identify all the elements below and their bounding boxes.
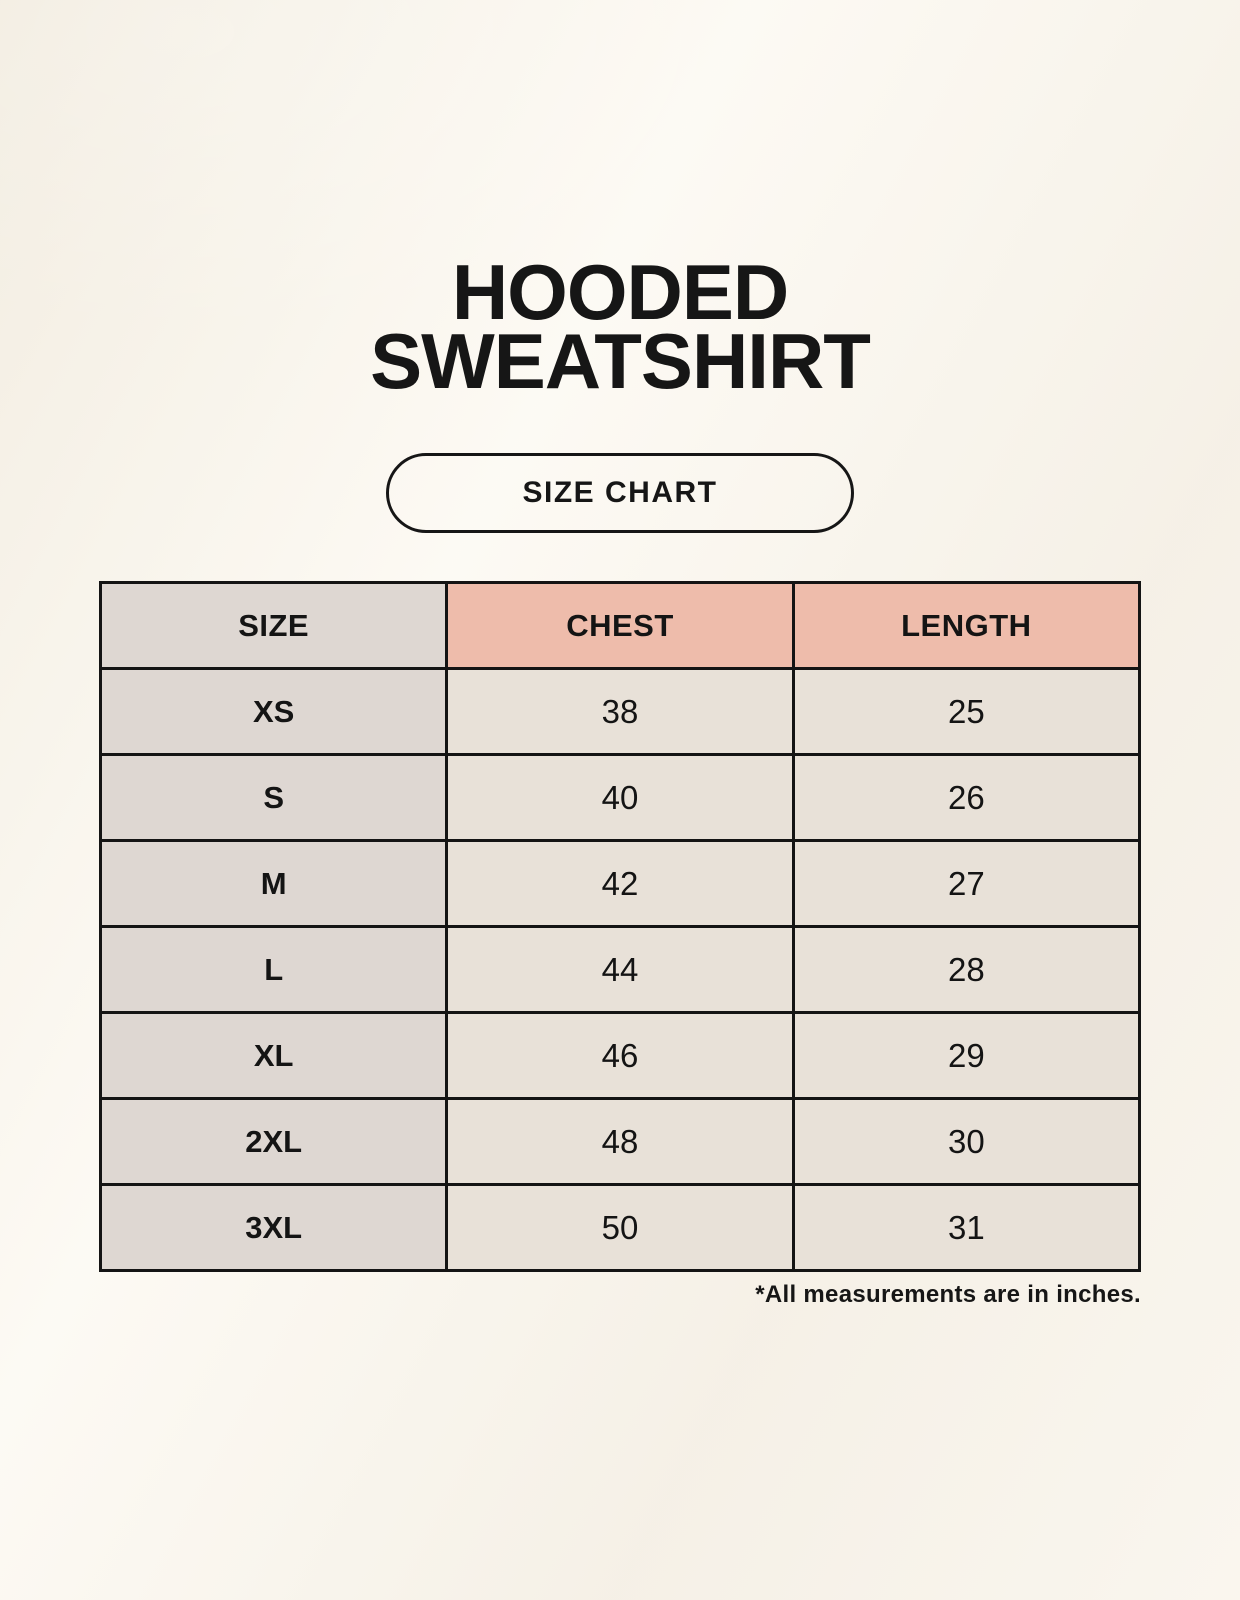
length-value-cell: 31 [791, 1183, 1142, 1273]
length-value-cell: 30 [791, 1097, 1142, 1187]
table-row: XS 38 25 [98, 667, 1142, 757]
header-cell-length: LENGTH [791, 581, 1142, 671]
table-header-row: SIZE CHEST LENGTH [98, 581, 1142, 671]
table-row: S 40 26 [98, 753, 1142, 843]
table-row: M 42 27 [98, 839, 1142, 929]
table-row: XL 46 29 [98, 1011, 1142, 1101]
chest-value-cell: 50 [445, 1183, 795, 1273]
measurement-units-note: *All measurements are in inches. [755, 1281, 1141, 1309]
chest-value-cell: 44 [445, 925, 795, 1015]
size-chart-badge: SIZE CHART [386, 453, 854, 534]
page-title: HOODED SWEATSHIRT [0, 0, 1240, 405]
size-table: SIZE CHEST LENGTH XS 38 25 S 40 26 M [98, 581, 1142, 1273]
size-label-cell: S [98, 753, 449, 843]
size-label-cell: M [98, 839, 449, 929]
chest-value-cell: 40 [445, 753, 795, 843]
size-chart-badge-label: SIZE CHART [522, 476, 718, 510]
length-value-cell: 27 [791, 839, 1142, 929]
length-value-cell: 26 [791, 753, 1142, 843]
table-row: 2XL 48 30 [98, 1097, 1142, 1187]
size-label-cell: XL [98, 1011, 449, 1101]
chest-value-cell: 46 [445, 1011, 795, 1101]
length-value-cell: 28 [791, 925, 1142, 1015]
header-cell-size: SIZE [98, 581, 449, 671]
chest-value-cell: 42 [445, 839, 795, 929]
chest-value-cell: 38 [445, 667, 795, 757]
size-label-cell: XS [98, 667, 449, 757]
table-row: L 44 28 [98, 925, 1142, 1015]
header-cell-chest: CHEST [445, 581, 795, 671]
size-label-cell: 3XL [98, 1183, 449, 1273]
length-value-cell: 29 [791, 1011, 1142, 1101]
page-title-line-2: SWEATSHIRT [370, 316, 871, 405]
table-row: 3XL 50 31 [98, 1183, 1142, 1273]
size-label-cell: L [98, 925, 449, 1015]
length-value-cell: 25 [791, 667, 1142, 757]
page-title-line-1: HOODED [451, 248, 789, 336]
size-label-cell: 2XL [98, 1097, 449, 1187]
chest-value-cell: 48 [445, 1097, 795, 1187]
